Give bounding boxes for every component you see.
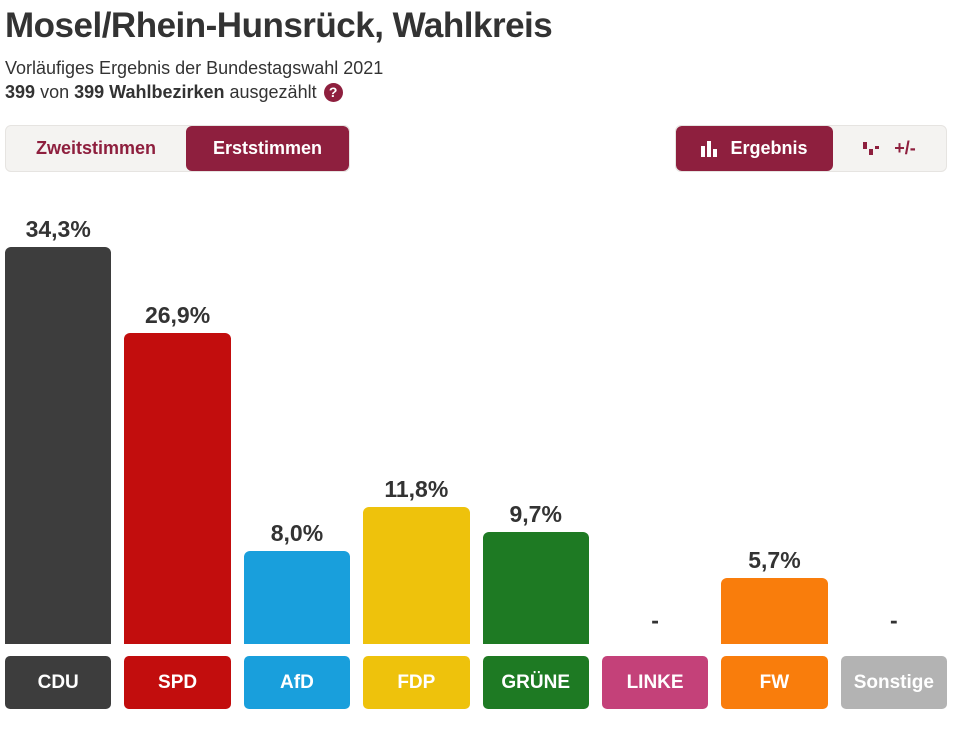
bar-chart-icon (701, 140, 719, 157)
legend-cdu: CDU (5, 656, 112, 709)
legend-afd: AfD (243, 656, 351, 709)
bar-value-label-afd: 8,0% (270, 520, 324, 546)
bar-column-cdu: 34,3% (5, 216, 112, 644)
bar-chart: 34,3% 26,9% 8,0% 11,8% 9,7% - 5,7% - (5, 172, 947, 644)
bar-cdu (5, 247, 112, 644)
view-plus-minus-label: +/- (894, 138, 916, 158)
tab-erststimmen[interactable]: Erststimmen (186, 126, 349, 171)
bar-spd (124, 333, 231, 644)
help-icon[interactable]: ? (323, 82, 343, 102)
bar-column-linke: - (602, 609, 708, 644)
bar-grüne (482, 532, 589, 644)
bar-value-label-spd: 26,9% (144, 302, 211, 328)
view-ergebnis-button[interactable]: Ergebnis (676, 126, 833, 171)
election-widget: Mosel/Rhein-Hunsrück, Wahlkreis Vorläufi… (5, 0, 947, 733)
bar-value-label-sonstige: - (889, 607, 898, 633)
bar-afd (243, 551, 351, 644)
bar-column-fdp: 11,8% (363, 476, 470, 644)
legend-linke: LINKE (601, 656, 709, 709)
bar-fdp (363, 507, 470, 644)
view-plus-minus-button[interactable]: +/- (833, 126, 946, 171)
legend-sonstige: Sonstige (840, 656, 947, 709)
counted-suffix: ausgezählt (229, 82, 317, 102)
legend: CDU SPD AfD FDP GRÜNE LINKE FW Sonstige (5, 656, 947, 733)
subtitle: Vorläufiges Ergebnis der Bundestagswahl … (5, 58, 384, 78)
view-ergebnis-label: Ergebnis (730, 138, 808, 158)
page-title: Mosel/Rhein-Hunsrück, Wahlkreis (5, 6, 553, 45)
vote-type-tabs: Zweitstimmen Erststimmen (5, 125, 350, 172)
bar-column-sonstige: - (841, 609, 947, 644)
view-switch: Ergebnis +/- (675, 125, 947, 172)
bar-column-afd: 8,0% (243, 520, 351, 644)
toolbar: Zweitstimmen Erststimmen Ergebnis (5, 125, 947, 172)
legend-grüne: GRÜNE (482, 656, 589, 709)
bar-fw (721, 578, 828, 644)
bar-value-label-cdu: 34,3% (25, 216, 91, 242)
bar-column-grüne: 9,7% (482, 501, 589, 644)
bar-value-label-fdp: 11,8% (384, 476, 449, 502)
tab-zweitstimmen[interactable]: Zweitstimmen (6, 126, 186, 171)
bar-value-label-fw: 5,7% (748, 547, 801, 573)
plus-minus-icon (863, 141, 883, 157)
counted-total: 399 Wahlbezirken (74, 82, 225, 102)
bar-column-fw: 5,7% (721, 547, 828, 644)
counted-status: 399 von 399 Wahlbezirken ausgezählt ? (5, 81, 947, 103)
bar-column-spd: 26,9% (124, 302, 231, 644)
legend-fw: FW (721, 656, 828, 709)
bar-value-label-grüne: 9,7% (509, 501, 562, 527)
header: Mosel/Rhein-Hunsrück, Wahlkreis Vorläufi… (5, 6, 947, 103)
legend-fdp: FDP (363, 656, 470, 709)
bar-value-label-linke: - (651, 607, 659, 633)
legend-spd: SPD (124, 656, 231, 709)
counted-of-word: von (40, 82, 70, 102)
counted-count: 399 (5, 82, 36, 102)
